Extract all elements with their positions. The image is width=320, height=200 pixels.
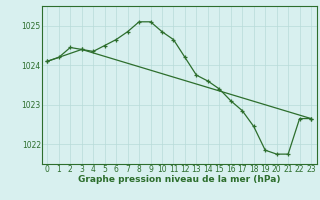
X-axis label: Graphe pression niveau de la mer (hPa): Graphe pression niveau de la mer (hPa)	[78, 175, 280, 184]
